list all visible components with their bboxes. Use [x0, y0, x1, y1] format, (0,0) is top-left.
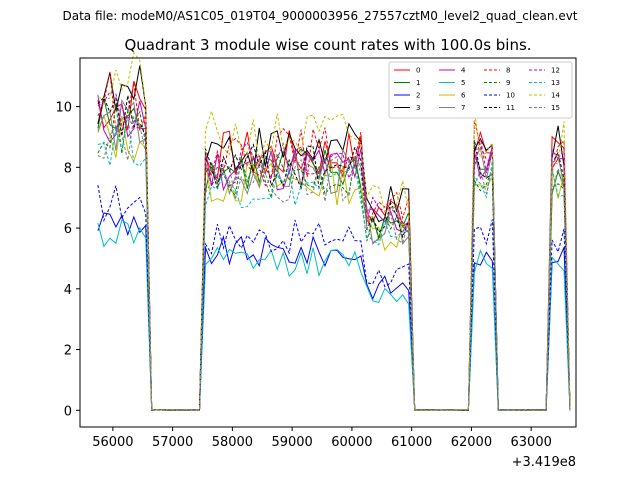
- y-tick-label: 6: [64, 222, 72, 237]
- x-axis: 56000 57000 58000 59000 60000 61000 62000 63000: [92, 427, 552, 450]
- y-tick-label: 8: [64, 161, 72, 176]
- legend-label: 10: [506, 92, 515, 100]
- series-line-5: [97, 219, 571, 411]
- x-tick-label: 62000: [451, 435, 492, 450]
- legend-label: 8: [506, 67, 510, 75]
- legend-box: [388, 61, 573, 119]
- series-line-0: [97, 80, 571, 411]
- x-tick-label: 57000: [152, 435, 193, 450]
- legend-label: 15: [551, 104, 560, 112]
- legend-label: 1: [416, 79, 420, 87]
- series-line-11: [97, 95, 571, 411]
- series-line-10: [97, 185, 571, 411]
- x-axis-offset-label: +3.419e8: [512, 455, 576, 470]
- x-tick-label: 60000: [331, 435, 372, 450]
- plot-lines: [97, 51, 571, 411]
- series-line-14: [97, 51, 571, 411]
- series-line-13: [97, 115, 571, 411]
- x-tick-label: 56000: [92, 435, 133, 450]
- legend-label: 9: [506, 79, 510, 87]
- chart-title: Quadrant 3 module wise count rates with …: [124, 36, 531, 54]
- legend-label: 3: [416, 104, 420, 112]
- y-tick-label: 4: [64, 283, 72, 298]
- x-tick-label: 59000: [271, 435, 312, 450]
- series-line-8: [97, 71, 571, 411]
- series-line-4: [97, 95, 571, 411]
- y-tick-label: 0: [64, 404, 72, 419]
- legend-label: 5: [461, 79, 465, 87]
- x-tick-label: 61000: [391, 435, 432, 450]
- chart-suptitle: Data file: modeM0/AS1C05_019T04_90000039…: [62, 9, 577, 23]
- series-line-12: [97, 91, 571, 411]
- series-line-15: [97, 114, 571, 411]
- axes-frame: [79, 57, 577, 428]
- y-axis: 0 2 4 6 8 10: [55, 101, 80, 419]
- y-tick-label: 10: [55, 101, 72, 116]
- legend-label: 11: [506, 104, 515, 112]
- x-tick-label: 63000: [511, 435, 552, 450]
- series-line-1: [97, 98, 571, 411]
- series-line-7: [97, 99, 571, 411]
- legend-label: 14: [551, 92, 560, 100]
- legend-label: 12: [551, 67, 560, 75]
- legend-label: 6: [461, 92, 466, 100]
- legend-label: 2: [416, 92, 420, 100]
- legend-label: 4: [461, 67, 466, 75]
- y-tick-label: 2: [64, 344, 72, 359]
- series-line-6: [97, 114, 571, 411]
- series-line-9: [97, 103, 571, 411]
- x-tick-label: 58000: [212, 435, 253, 450]
- legend-label: 0: [416, 67, 420, 75]
- legend-label: 13: [551, 79, 560, 87]
- series-line-2: [97, 212, 571, 411]
- legend-label: 7: [461, 104, 465, 112]
